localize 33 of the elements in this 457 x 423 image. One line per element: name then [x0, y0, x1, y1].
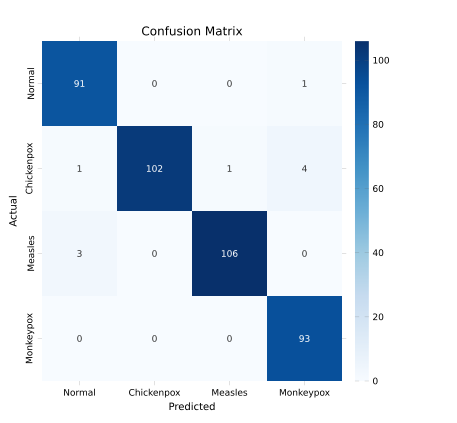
data-label: 0: [77, 335, 82, 342]
data-label: 0: [152, 335, 157, 342]
chart-title: Confusion Matrix: [142, 26, 242, 36]
data-label: 91: [74, 80, 84, 87]
x-tick-label: Chickenpox: [129, 388, 180, 398]
data-label: 0: [302, 250, 307, 257]
color-bar-label: 20: [373, 313, 384, 320]
y-tick-label: Measles: [27, 236, 34, 271]
color-bar-label: 100: [373, 56, 390, 64]
color-bar-label: 60: [373, 185, 384, 192]
color-bar-label: 0: [373, 378, 378, 384]
x-tick-label: Monkeypox: [280, 388, 330, 398]
y-axis-title: Actual: [8, 196, 17, 227]
data-label: 0: [227, 335, 232, 342]
data-label: 0: [152, 80, 157, 87]
data-label: 1: [228, 165, 232, 172]
x-tick-label: Normal: [64, 388, 95, 396]
data-label: 102: [146, 165, 162, 172]
data-label: 106: [222, 250, 238, 257]
y-tick-label: Monkeypox: [25, 313, 34, 364]
color-bar-label: 80: [373, 120, 384, 128]
data-label: 3: [77, 250, 82, 257]
data-label: 4: [302, 165, 307, 172]
data-label: 1: [302, 80, 307, 87]
data-label: 0: [227, 80, 232, 87]
y-tick-label: Chickenpox: [25, 142, 34, 194]
color-bar-label: 40: [372, 249, 384, 256]
data-label: 93: [299, 335, 310, 342]
x-tick-label: Measles: [212, 388, 248, 396]
y-tick-label: Normal: [27, 68, 34, 99]
data-label: 0: [152, 250, 157, 257]
x-axis-title: Predicted: [170, 402, 215, 410]
data-label: 1: [78, 165, 82, 172]
